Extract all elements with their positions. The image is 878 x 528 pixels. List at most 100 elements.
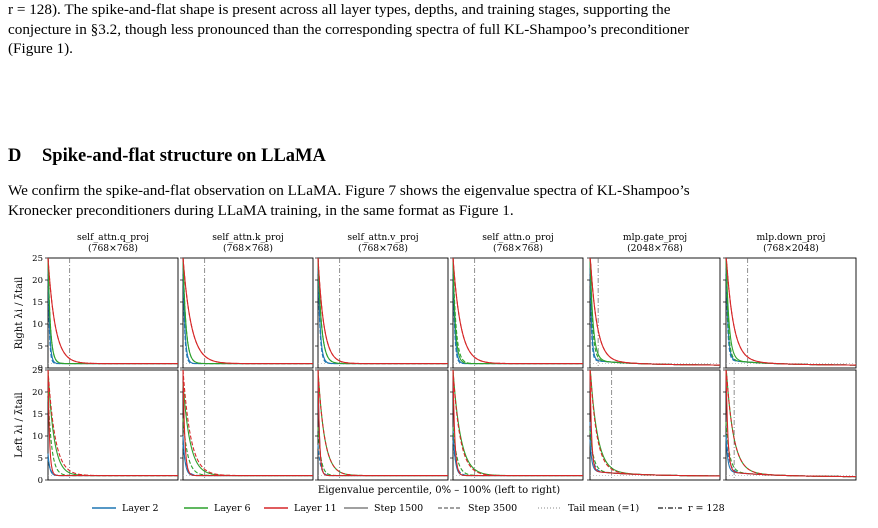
spectrum-curve-r1-c5-2 <box>725 369 857 478</box>
spectrum-curve-r0-c3-4 <box>452 257 583 365</box>
spectrum-curve-r0-c3-2 <box>452 257 583 365</box>
spectrum-curve-r1-c5-0 <box>725 435 857 478</box>
spectrum-curve-r1-c4-3 <box>589 430 721 477</box>
spectrum-curve-r1-c3-2 <box>452 369 583 477</box>
para1-line1: r = 128). The spike-and-flat shape is pr… <box>8 1 671 18</box>
spectrum-curve-r0-c1-3 <box>182 257 313 365</box>
spectrum-curve-r0-c4-1 <box>589 257 721 366</box>
spectrum-curve-r1-c2-5 <box>317 369 448 477</box>
spectrum-curve-r1-c0-2 <box>47 369 178 477</box>
ytick-label-r1-0: 0 <box>38 476 43 486</box>
spectrum-curve-r0-c4-0 <box>589 257 721 366</box>
spectrum-curve-r1-c3-4 <box>452 369 583 477</box>
legend-label-2: Layer 11 <box>294 503 337 514</box>
paragraph-continuation: r = 128). The spike-and-flat shape is pr… <box>8 0 872 59</box>
spectrum-curve-r0-c4-3 <box>589 257 721 366</box>
spectrum-curve-r1-c1-1 <box>182 444 313 477</box>
panel-frame-r1-c0 <box>47 369 179 481</box>
spectrum-curve-r1-c4-4 <box>589 369 721 477</box>
ytick-label-r1-3: 15 <box>32 410 43 420</box>
legend-label-6: r = 128 <box>688 503 725 514</box>
spectrum-curve-r0-c4-2 <box>589 257 721 366</box>
spectrum-curve-r0-c5-1 <box>725 257 857 366</box>
spectrum-curve-r1-c2-2 <box>317 369 448 477</box>
spectrum-curve-r1-c1-4 <box>182 369 313 477</box>
panel-frame-r0-c3 <box>452 257 584 369</box>
panel-frame-r1-c5 <box>725 369 857 481</box>
spectrum-curve-r1-c5-4 <box>725 369 857 478</box>
paragraph-intro: We confirm the spike-and-flat observatio… <box>8 181 872 220</box>
row-ylabel-1: Left λi / λ̄tail <box>14 392 25 457</box>
spectrum-curve-r0-c3-1 <box>452 257 583 365</box>
column-shape-4: (2048×768) <box>627 243 683 254</box>
section-number: D <box>8 146 22 166</box>
spectrum-curve-r0-c5-0 <box>725 257 857 366</box>
spectrum-curve-r0-c5-4 <box>725 257 857 366</box>
spectrum-curve-r0-c2-5 <box>317 257 448 365</box>
spectrum-curve-r0-c1-5 <box>182 257 313 365</box>
panel-frame-r0-c0 <box>47 257 179 369</box>
spectrum-curve-r1-c3-3 <box>452 427 583 477</box>
spectrum-curve-r0-c1-1 <box>182 257 313 365</box>
spectrum-curve-r1-c4-0 <box>589 439 721 477</box>
spectrum-curve-r1-c2-0 <box>317 369 448 477</box>
ytick-label-r0-1: 5 <box>38 342 43 352</box>
column-shape-1: (768×768) <box>223 243 273 254</box>
legend-label-5: Tail mean (=1) <box>568 503 639 514</box>
column-shape-3: (768×768) <box>493 243 543 254</box>
panel-frame-r0-c2 <box>317 257 449 369</box>
ytick-label-r1-2: 10 <box>32 432 43 442</box>
panel-frame-r1-c2 <box>317 369 449 481</box>
spectrum-curve-r1-c1-3 <box>182 418 313 477</box>
section-heading: D Spike-and-flat structure on LLaMA <box>8 146 326 167</box>
spectrum-curve-r1-c0-4 <box>47 369 178 477</box>
spectrum-curve-r0-c5-5 <box>725 257 857 366</box>
spectrum-curve-r0-c2-2 <box>317 257 448 365</box>
spectrum-curve-r0-c2-3 <box>317 257 448 365</box>
column-title-0: self_attn.q_proj <box>77 232 149 243</box>
spectrum-curve-r0-c4-4 <box>589 257 721 366</box>
spectrum-curve-r1-c5-3 <box>725 421 857 478</box>
spectrum-curve-r1-c3-0 <box>452 427 583 477</box>
ytick-label-r1-4: 20 <box>32 388 43 398</box>
panel-frame-r1-c4 <box>589 369 721 481</box>
para2-line2: Kronecker preconditioners during LLaMA t… <box>8 201 514 219</box>
ytick-label-r1-5: 25 <box>32 366 43 376</box>
panel-frame-r1-c1 <box>182 369 314 481</box>
x-axis-label: Eigenvalue percentile, 0% – 100% (left t… <box>318 485 560 496</box>
para2-line1: We confirm the spike-and-flat observatio… <box>8 182 690 199</box>
spectrum-curve-r1-c5-1 <box>725 435 857 478</box>
spectrum-curve-r0-c0-2 <box>47 257 178 365</box>
row-ylabel-0: Right λi / λ̄tail <box>14 277 25 350</box>
section-title: Spike-and-flat structure on LLaMA <box>42 146 326 166</box>
spectrum-curve-r0-c2-1 <box>317 257 448 365</box>
spectrum-curve-r1-c3-5 <box>452 369 583 477</box>
eigenvalue-spectra-figure: self_attn.q_proj(768×768)self_attn.k_pro… <box>14 232 857 514</box>
column-shape-0: (768×768) <box>88 243 138 254</box>
spectrum-curve-r0-c2-4 <box>317 257 448 365</box>
column-title-1: self_attn.k_proj <box>212 232 284 243</box>
spectrum-curve-r0-c0-5 <box>47 257 178 365</box>
spectrum-curve-r0-c3-0 <box>452 257 583 365</box>
spectrum-curve-r0-c5-2 <box>725 257 857 366</box>
column-shape-2: (768×768) <box>358 243 408 254</box>
spectrum-curve-r1-c4-5 <box>589 369 721 477</box>
spectrum-curve-r1-c2-4 <box>317 369 448 477</box>
ytick-label-r0-4: 20 <box>32 276 43 286</box>
spectrum-curve-r0-c3-5 <box>452 257 583 365</box>
para1-line2: conjecture in §3.2, though less pronounc… <box>8 20 690 38</box>
para1-line3: (Figure 1). <box>8 40 73 57</box>
spectrum-curve-r0-c0-0 <box>47 257 178 365</box>
spectrum-curve-r1-c3-1 <box>452 440 583 477</box>
spectrum-curve-r0-c1-0 <box>182 257 313 365</box>
spectrum-curve-r1-c4-1 <box>589 421 721 477</box>
spectrum-curve-r1-c0-1 <box>47 457 178 477</box>
panel-frame-r0-c4 <box>589 257 721 369</box>
spectrum-curve-r0-c3-3 <box>452 257 583 365</box>
column-title-3: self_attn.o_proj <box>482 232 554 243</box>
spectrum-curve-r0-c0-3 <box>47 257 178 365</box>
spectrum-curve-r1-c5-5 <box>725 369 857 478</box>
spectrum-curve-r1-c1-2 <box>182 383 313 477</box>
ytick-label-r0-3: 15 <box>32 298 43 308</box>
legend-label-0: Layer 2 <box>122 503 159 514</box>
